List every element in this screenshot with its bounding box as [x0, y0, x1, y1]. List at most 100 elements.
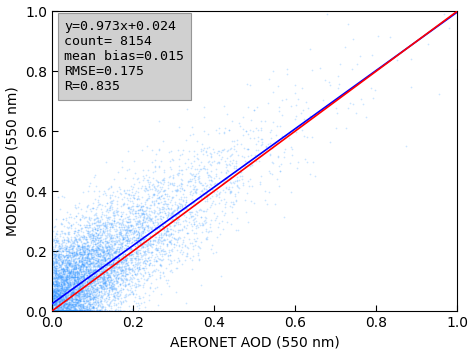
Point — [288, 152, 296, 157]
Point — [89, 268, 97, 273]
Point — [53, 308, 61, 314]
Point — [146, 285, 154, 290]
Point — [74, 293, 82, 299]
Point — [66, 308, 73, 314]
Point — [167, 214, 174, 219]
Point — [74, 275, 82, 281]
Point — [58, 290, 66, 296]
Point — [60, 254, 68, 260]
Point — [153, 188, 161, 194]
Point — [116, 252, 124, 257]
Point — [91, 231, 99, 236]
Point — [139, 220, 146, 225]
Point — [67, 249, 74, 255]
Point — [76, 277, 84, 283]
Point — [174, 187, 182, 192]
Point — [106, 247, 114, 252]
Point — [49, 308, 57, 314]
Point — [66, 308, 73, 314]
Point — [54, 308, 61, 314]
Point — [108, 247, 115, 253]
Point — [49, 308, 56, 314]
Point — [77, 286, 85, 292]
Point — [78, 252, 86, 257]
Point — [88, 230, 96, 236]
Point — [129, 290, 137, 296]
Point — [150, 241, 157, 247]
Point — [70, 274, 77, 279]
Point — [114, 272, 121, 278]
Point — [56, 284, 64, 289]
Point — [116, 264, 124, 270]
Point — [62, 276, 70, 282]
Point — [248, 159, 255, 165]
Point — [258, 152, 266, 158]
Point — [99, 308, 106, 314]
Point — [70, 308, 77, 314]
Point — [118, 213, 125, 219]
Point — [111, 308, 118, 314]
Point — [295, 96, 302, 102]
Point — [73, 308, 81, 314]
Point — [58, 308, 66, 314]
Point — [77, 308, 84, 314]
Point — [68, 278, 76, 284]
Point — [84, 308, 91, 314]
Point — [71, 304, 78, 310]
Point — [57, 308, 64, 314]
Point — [268, 171, 276, 177]
Point — [77, 222, 84, 228]
Point — [54, 239, 61, 245]
Point — [175, 156, 183, 162]
Point — [89, 250, 96, 256]
Point — [66, 269, 73, 275]
Point — [101, 279, 109, 284]
Point — [48, 308, 56, 314]
Point — [180, 223, 188, 228]
Point — [157, 240, 165, 245]
Point — [167, 210, 174, 216]
Point — [201, 214, 209, 220]
Point — [198, 188, 205, 194]
Point — [171, 229, 179, 234]
Point — [119, 236, 127, 242]
Point — [105, 273, 112, 278]
Point — [90, 268, 98, 273]
Point — [109, 296, 117, 302]
Point — [164, 277, 172, 283]
Point — [93, 258, 100, 264]
Point — [60, 247, 67, 252]
Point — [91, 270, 98, 276]
Point — [130, 234, 137, 240]
Point — [80, 284, 87, 289]
Point — [132, 249, 140, 255]
Point — [139, 228, 147, 234]
Point — [64, 277, 71, 283]
Point — [156, 262, 164, 268]
Point — [407, 84, 414, 90]
Point — [146, 238, 154, 244]
Point — [97, 283, 105, 288]
Point — [233, 183, 240, 189]
Point — [127, 222, 134, 228]
Point — [90, 304, 97, 309]
Point — [71, 274, 78, 280]
Point — [64, 271, 72, 276]
Point — [160, 246, 167, 252]
Point — [108, 239, 115, 244]
Point — [56, 292, 64, 297]
Point — [61, 308, 68, 314]
Point — [85, 256, 92, 262]
Point — [56, 283, 64, 289]
Point — [233, 177, 240, 182]
Point — [223, 219, 231, 225]
Point — [64, 257, 72, 263]
Point — [83, 308, 91, 314]
Point — [125, 292, 132, 297]
Point — [181, 244, 189, 249]
Point — [58, 288, 66, 294]
Point — [170, 182, 177, 187]
Point — [76, 308, 83, 314]
Point — [91, 267, 98, 273]
Point — [86, 296, 94, 301]
